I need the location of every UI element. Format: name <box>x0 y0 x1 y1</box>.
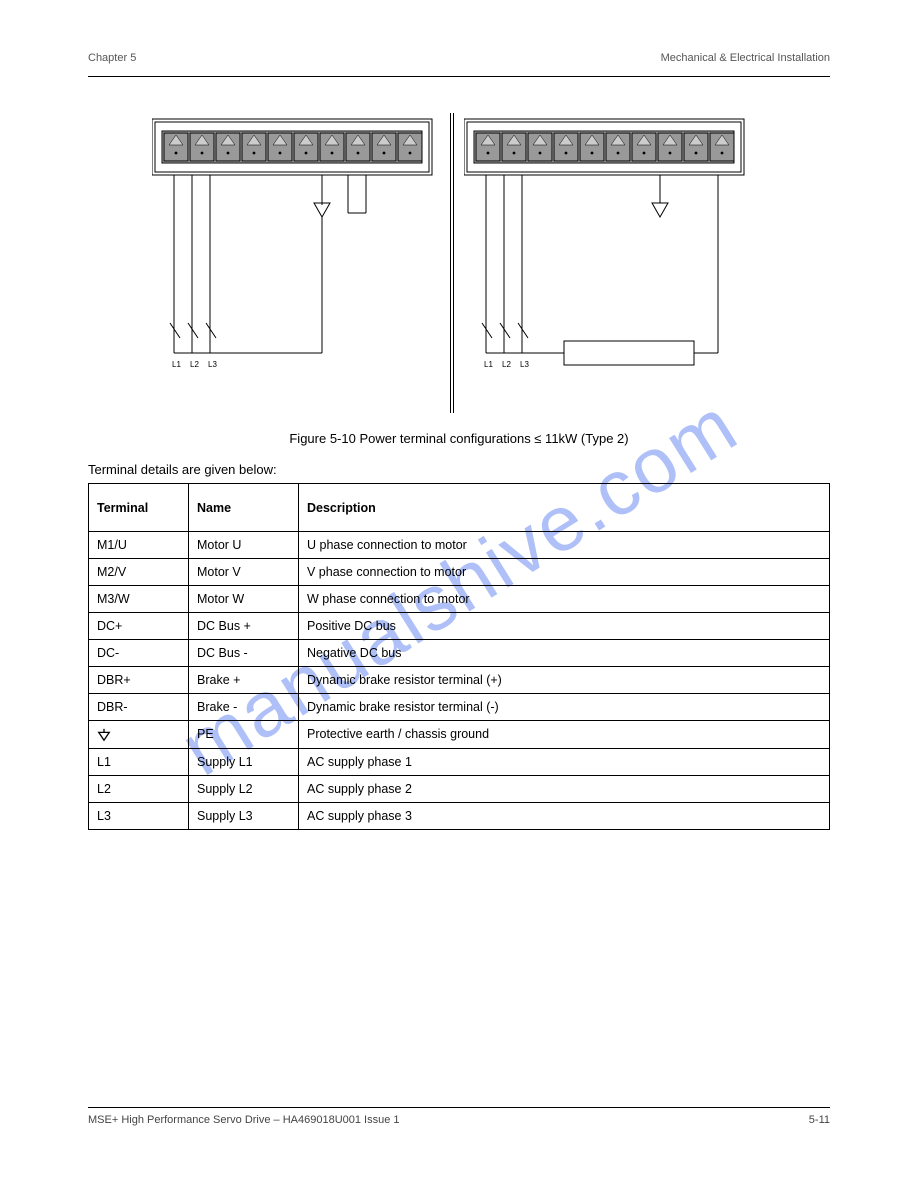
header-right: Mechanical & Electrical Installation <box>661 52 830 64</box>
header-rule <box>88 76 830 77</box>
figure-caption: Figure 5-10 Power terminal configuration… <box>88 431 830 446</box>
cell-name: Supply L3 <box>189 802 299 829</box>
diagram-right: L1 L2 L3 <box>464 113 746 418</box>
footer-page: 5-11 <box>809 1114 830 1126</box>
table-row: M3/WMotor WW phase connection to motor <box>89 586 830 613</box>
cell-description: AC supply phase 3 <box>299 802 830 829</box>
cell-description: V phase connection to motor <box>299 559 830 586</box>
table-row: L2Supply L2AC supply phase 2 <box>89 775 830 802</box>
cell-description: Positive DC bus <box>299 613 830 640</box>
cell-name: Supply L2 <box>189 775 299 802</box>
table-row: L3Supply L3AC supply phase 3 <box>89 802 830 829</box>
cell-description: Protective earth / chassis ground <box>299 721 830 749</box>
diagram-vertical-separator <box>450 113 454 413</box>
cell-name: Brake - <box>189 694 299 721</box>
earth-icon <box>89 721 189 749</box>
cell-name: Motor V <box>189 559 299 586</box>
terminal-table: Terminal Name Description M1/UMotor UU p… <box>88 483 830 830</box>
cell-terminal: L1 <box>89 748 189 775</box>
cell-terminal: L3 <box>89 802 189 829</box>
cell-terminal: DC- <box>89 640 189 667</box>
supply-l2: L2 <box>190 360 199 369</box>
diagram-left: L1 L2 L3 <box>152 113 434 418</box>
cell-description: Negative DC bus <box>299 640 830 667</box>
cell-name: Supply L1 <box>189 748 299 775</box>
cell-name: PE <box>189 721 299 749</box>
table-row: DC+DC Bus +Positive DC bus <box>89 613 830 640</box>
cell-name: Motor U <box>189 532 299 559</box>
table-row: DBR+Brake +Dynamic brake resistor termin… <box>89 667 830 694</box>
cell-terminal: M1/U <box>89 532 189 559</box>
table-row: M2/VMotor VV phase connection to motor <box>89 559 830 586</box>
cell-terminal: DBR+ <box>89 667 189 694</box>
cell-terminal: M3/W <box>89 586 189 613</box>
cell-description: AC supply phase 1 <box>299 748 830 775</box>
table-row: DC-DC Bus -Negative DC bus <box>89 640 830 667</box>
table-row: DBR-Brake -Dynamic brake resistor termin… <box>89 694 830 721</box>
cell-description: Dynamic brake resistor terminal (+) <box>299 667 830 694</box>
cell-terminal: DC+ <box>89 613 189 640</box>
cell-description: U phase connection to motor <box>299 532 830 559</box>
cell-name: Motor W <box>189 586 299 613</box>
cell-description: W phase connection to motor <box>299 586 830 613</box>
cell-name: DC Bus - <box>189 640 299 667</box>
supply-l1: L1 <box>172 360 181 369</box>
cell-terminal: L2 <box>89 775 189 802</box>
cell-name: DC Bus + <box>189 613 299 640</box>
table-intro: Terminal details are given below: <box>88 462 830 477</box>
cell-terminal: DBR- <box>89 694 189 721</box>
th-terminal: Terminal <box>89 484 189 532</box>
page-footer: MSE+ High Performance Servo Drive – HA46… <box>88 1107 830 1126</box>
table-row: M1/UMotor UU phase connection to motor <box>89 532 830 559</box>
svg-text:L1: L1 <box>484 360 493 369</box>
cell-description: AC supply phase 2 <box>299 775 830 802</box>
th-description: Description <box>299 484 830 532</box>
footer-doc: MSE+ High Performance Servo Drive – HA46… <box>88 1114 400 1126</box>
diagram-region: L1 L2 L3 <box>88 113 830 423</box>
page-header: Chapter 5 Mechanical & Electrical Instal… <box>88 52 830 64</box>
table-row: L1Supply L1AC supply phase 1 <box>89 748 830 775</box>
cell-description: Dynamic brake resistor terminal (-) <box>299 694 830 721</box>
th-name: Name <box>189 484 299 532</box>
header-left: Chapter 5 <box>88 52 136 64</box>
terminal-table-body: M1/UMotor UU phase connection to motorM2… <box>89 532 830 830</box>
cell-name: Brake + <box>189 667 299 694</box>
svg-text:L2: L2 <box>502 360 511 369</box>
svg-text:L3: L3 <box>520 360 529 369</box>
supply-l3: L3 <box>208 360 217 369</box>
cell-terminal: M2/V <box>89 559 189 586</box>
table-row: PEProtective earth / chassis ground <box>89 721 830 749</box>
